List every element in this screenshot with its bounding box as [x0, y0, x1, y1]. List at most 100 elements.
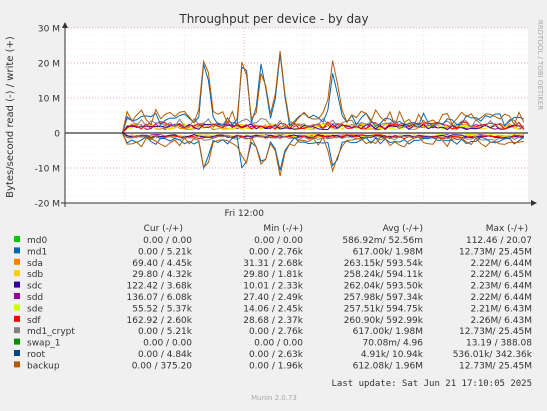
y-axis-ticks: 30 M 20 M 10 M 0 -10 M -20 M [35, 25, 61, 210]
x-tick-label: Fri 12:00 [224, 209, 264, 219]
series-md1-write [65, 54, 524, 134]
legend-row: sdc 122.42 / 3.68k 10.01 / 2.33k 262.04k/ 5… [14, 281, 532, 292]
legend-swatch [14, 350, 20, 356]
legend-min: 10.01 / 2.33k [243, 282, 304, 292]
legend-cur: 122.42 / 3.68k [127, 282, 193, 292]
legend-name: md0 [27, 236, 47, 246]
legend-swatch [14, 236, 20, 242]
legend-row: backup 0.00 / 375.20 0.00 / 1.96k 612.08k/ … [14, 361, 532, 371]
legend-swatch [14, 327, 20, 334]
legend-avg: 586.92m/ 52.56m [342, 236, 423, 246]
legend-min: 0.00 / 2.63k [249, 350, 304, 360]
legend-avg: 257.51k/ 594.75k [344, 304, 424, 314]
legend-cur: 0.00 / 5.21k [138, 327, 193, 337]
legend-cur: 29.80 / 4.32k [132, 270, 193, 280]
series-sdc-read [65, 132, 524, 139]
legend-row: sdd 136.07 / 6.08k 27.40 / 2.49k 257.98k/ 5… [14, 293, 532, 303]
legend-name: sde [27, 304, 43, 314]
munin-version: Munin 2.0.73 [251, 394, 297, 402]
last-update: Last update: Sat Jun 21 17:10:05 2025 [332, 379, 532, 389]
legend-swatch [14, 281, 20, 288]
legend-cur: 136.07 / 6.08k [127, 293, 193, 303]
y-tick-label: 20 M [38, 60, 60, 70]
series-layer [65, 50, 525, 177]
series-md1_crypt-write [65, 117, 524, 134]
y-tick-label: -10 M [35, 165, 60, 175]
legend-name: sda [27, 259, 43, 269]
y-tick-label: -20 M [35, 200, 60, 210]
legend-max: 12.73M/ 25.45M [459, 361, 532, 371]
legend-name: sdc [27, 282, 42, 292]
legend-min: 28.68 / 2.37k [243, 316, 304, 326]
legend-max: 536.01k/ 342.36k [453, 350, 533, 360]
legend-cur: 0.00 / 5.21k [138, 247, 193, 257]
col-header-max: Max (-/+) [486, 224, 528, 234]
legend-row: md1_crypt 0.00 / 5.21k 0.00 / 2.76k 617.00k… [14, 327, 532, 337]
legend-min: 27.40 / 2.49k [243, 293, 304, 303]
legend-avg: 4.91k/ 10.94k [361, 350, 424, 360]
legend-swatch [14, 270, 20, 277]
legend-max: 2.22M/ 6.44M [470, 293, 532, 303]
legend-swatch [14, 258, 20, 265]
legend-name: sdf [27, 316, 41, 326]
legend-max: 2.22M/ 6.45M [470, 270, 532, 280]
legend-swatch [14, 247, 20, 254]
legend-name: md1 [27, 247, 47, 257]
legend-max: 2.21M/ 6.43M [470, 304, 532, 314]
axes [61, 22, 537, 207]
legend-avg: 257.98k/ 597.34k [344, 293, 424, 303]
legend-min: 0.00 / 1.96k [249, 361, 304, 371]
legend-avg: 617.00k/ 1.98M [353, 247, 423, 257]
chart-title: Throughput per device - by day [178, 12, 368, 26]
legend-row: sda 69.40 / 4.45k 31.31 / 2.68k 263.15k/ 59… [14, 258, 532, 269]
legend-min: 0.00 / 2.76k [249, 327, 304, 337]
legend-swatch [14, 361, 20, 368]
legend-max: 13.19 / 388.08 [466, 339, 532, 349]
legend-min: 31.31 / 2.68k [243, 259, 304, 269]
legend-header: Cur (-/+) Min (-/+) Avg (-/+) Max (-/+) [144, 224, 528, 234]
legend-max: 2.23M/ 6.44M [470, 282, 532, 292]
legend: md0 0.00 / 0.00 0.00 / 0.00 586.92m/ 52.56m… [14, 236, 533, 371]
legend-swatch [14, 293, 20, 299]
legend-max: 112.46 / 20.07 [466, 236, 532, 246]
legend-name: swap_1 [27, 339, 61, 349]
legend-cur: 0.00 / 0.00 [143, 236, 192, 246]
legend-name: sdb [27, 270, 43, 280]
series-md1-read [65, 132, 525, 171]
legend-swatch [14, 315, 20, 322]
y-tick-label: 30 M [38, 25, 60, 35]
legend-max: 2.22M/ 6.44M [470, 259, 532, 269]
legend-min: 0.00 / 0.00 [254, 339, 303, 349]
legend-swatch [14, 338, 20, 345]
y-tick-label: 10 M [38, 95, 60, 105]
legend-name: root [27, 350, 46, 360]
legend-avg: 262.04k/ 593.50k [344, 282, 424, 292]
legend-max: 12.73M/ 25.45M [459, 247, 532, 257]
legend-name: backup [27, 361, 60, 371]
legend-min: 14.06 / 2.45k [243, 304, 304, 314]
x-axis-ticks: Fri 12:00Fri 18:00Sat 00:00Sat 06:00Sat … [224, 209, 264, 219]
legend-row: sde 55.52 / 5.37k 14.06 / 2.45k 257.51k/ 59… [14, 304, 532, 314]
legend-avg: 70.08m/ 4.96 [363, 339, 424, 349]
legend-avg: 263.15k/ 593.54k [344, 259, 424, 269]
legend-cur: 0.00 / 0.00 [143, 339, 192, 349]
series-backup-write [65, 50, 525, 134]
legend-swatch [14, 304, 20, 311]
legend-cur: 162.92 / 2.60k [127, 316, 193, 326]
series-sdc-write [65, 123, 525, 134]
legend-min: 0.00 / 2.76k [249, 247, 304, 257]
legend-min: 0.00 / 0.00 [254, 236, 303, 246]
legend-row: sdf 162.92 / 2.60k 28.68 / 2.37k 260.90k/ 5… [14, 315, 532, 326]
series-backup-read [65, 132, 524, 177]
legend-name: md1_crypt [27, 327, 75, 337]
legend-max: 12.73M/ 25.45M [459, 327, 532, 337]
legend-min: 29.80 / 1.81k [243, 270, 304, 280]
col-header-avg: Avg (-/+) [383, 224, 423, 234]
legend-cur: 0.00 / 375.20 [132, 361, 193, 371]
legend-row: md0 0.00 / 0.00 0.00 / 0.00 586.92m/ 52.56m… [14, 236, 532, 246]
rrdtool-watermark: RRDTOOL / TOBI OETIKER [536, 20, 544, 110]
legend-avg: 612.08k/ 1.96M [353, 361, 423, 371]
legend-row: md1 0.00 / 5.21k 0.00 / 2.76k 617.00k/ 1.98… [14, 247, 532, 257]
legend-avg: 258.24k/ 594.11k [344, 270, 424, 280]
